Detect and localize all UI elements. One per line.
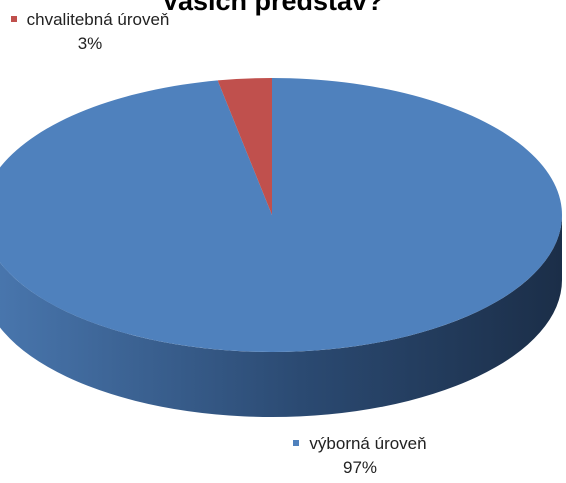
pie-slice bbox=[217, 78, 272, 215]
legend-swatch bbox=[10, 15, 17, 22]
chart-title: Vašich představ? bbox=[161, 0, 384, 16]
value-label: 97% bbox=[342, 458, 378, 477]
legend-swatch bbox=[293, 439, 300, 446]
value-label: 3% bbox=[77, 34, 103, 53]
data-label: chvalitebná úroveň 3% bbox=[10, 8, 170, 56]
data-label: výborná úroveň 97% bbox=[260, 432, 460, 480]
pie-slice bbox=[0, 78, 562, 352]
pie-side bbox=[0, 215, 562, 417]
label-category: chvalitebná úroveň bbox=[10, 8, 170, 32]
label-category: výborná úroveň bbox=[260, 432, 460, 456]
category-text: chvalitebná úroveň bbox=[26, 10, 170, 29]
category-text: výborná úroveň bbox=[309, 434, 427, 453]
